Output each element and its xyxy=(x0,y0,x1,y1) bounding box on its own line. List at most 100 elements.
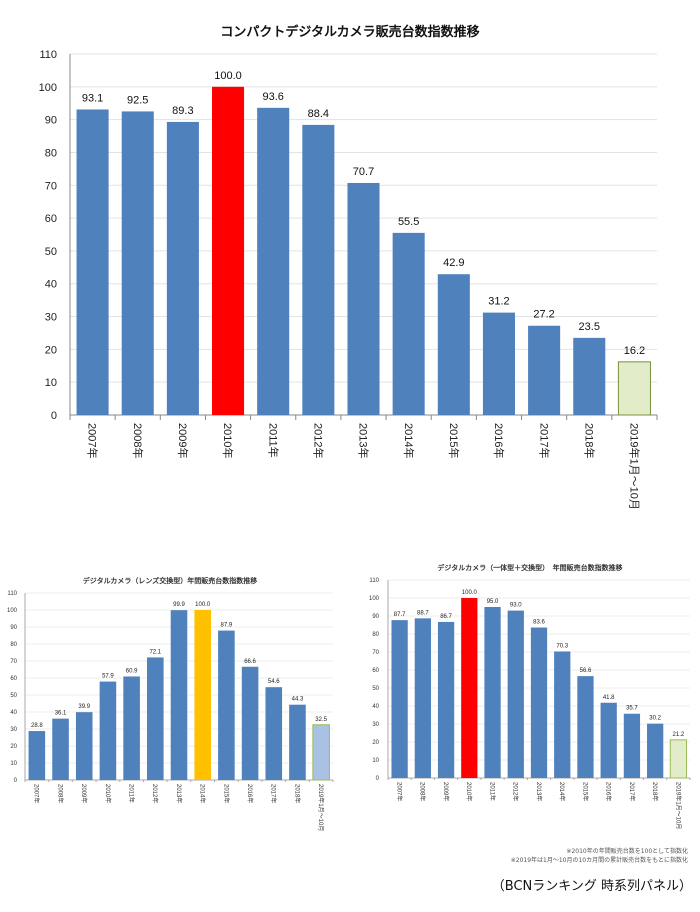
y-tick-label: 30 xyxy=(372,722,379,728)
bar xyxy=(623,713,641,778)
x-tick-label: 2013年 xyxy=(357,423,371,458)
data-label: 92.5 xyxy=(127,94,148,106)
y-tick-label: 60 xyxy=(372,668,379,674)
y-tick-label: 80 xyxy=(372,632,379,638)
y-tick-label: 80 xyxy=(10,642,17,648)
x-tick-label: 2009年 xyxy=(442,782,450,801)
bar xyxy=(554,651,571,778)
x-tick-label: 2012年 xyxy=(512,782,520,801)
x-tick-label: 2015年 xyxy=(581,782,589,801)
bar xyxy=(507,610,524,778)
chart-title: デジタルカメラ（レンズ交換型）年間販売台数指数推移 xyxy=(83,576,258,585)
y-tick-label: 70 xyxy=(10,659,17,665)
y-tick-label: 10 xyxy=(372,758,379,764)
bar xyxy=(617,361,651,416)
bar xyxy=(528,325,561,415)
x-tick-label: 2011年 xyxy=(128,784,136,803)
data-label: 31.2 xyxy=(488,296,509,308)
y-tick-label: 10 xyxy=(45,377,57,389)
x-tick-label: 2018年 xyxy=(293,784,301,803)
data-label: 28.8 xyxy=(31,723,43,729)
x-tick-label: 2019年1月～10月 xyxy=(674,782,682,829)
bar xyxy=(461,598,478,778)
y-tick-label: 40 xyxy=(10,710,17,716)
y-tick-label: 60 xyxy=(45,213,57,225)
bar xyxy=(484,607,501,778)
bar xyxy=(392,232,425,415)
data-label: 87.9 xyxy=(221,623,233,629)
x-tick-label: 2015年 xyxy=(222,784,230,803)
bar xyxy=(194,610,211,780)
bar xyxy=(147,657,164,780)
bar xyxy=(577,676,594,778)
y-tick-label: 100 xyxy=(369,596,380,602)
x-tick-label: 2016年 xyxy=(605,782,613,801)
data-label: 83.6 xyxy=(533,620,545,626)
bar xyxy=(257,107,290,416)
y-tick-label: 10 xyxy=(10,761,17,767)
x-tick-label: 2007年 xyxy=(33,784,41,803)
x-tick-label: 2012年 xyxy=(151,784,159,803)
y-tick-label: 70 xyxy=(45,180,57,192)
data-label: 23.5 xyxy=(579,321,600,333)
notes: ※2010年の年間販売台数を100として指数化 ※2019年は1月～10月の10… xyxy=(511,847,688,864)
x-tick-label: 2015年 xyxy=(447,423,461,458)
data-label: 93.6 xyxy=(262,91,283,103)
chart-title: デジタルカメラ（一体型＋交換型） 年間販売台数指数推移 xyxy=(437,563,622,572)
data-label: 89.3 xyxy=(172,105,193,117)
data-label: 54.6 xyxy=(268,679,280,685)
bar xyxy=(241,666,259,780)
x-tick-label: 2014年 xyxy=(558,782,566,801)
bar xyxy=(437,274,470,415)
chart-all-digital-camera: デジタルカメラ（一体型＋交換型） 年間販売台数指数推移 0 10 20 30 40 50 6… xyxy=(369,563,691,829)
x-tick-label: 2010年 xyxy=(221,423,235,458)
source-credit: （BCNランキング 時系列パネル） xyxy=(492,879,692,894)
bar xyxy=(289,704,306,780)
bar xyxy=(647,723,664,778)
x-tick-label: 2018年 xyxy=(651,782,659,801)
y-tick-label: 20 xyxy=(372,740,379,746)
y-tick-label: 30 xyxy=(10,727,17,733)
data-label: 72.1 xyxy=(149,649,161,655)
x-tick-label: 2010年 xyxy=(465,782,473,801)
x-tick-label: 2011年 xyxy=(488,782,496,801)
data-label: 100.0 xyxy=(195,602,211,608)
chart-compact-camera: コンパクトデジタルカメラ販売台数指数推移 0 10 20 30 40 50 60 70 80 90… xyxy=(39,24,658,510)
bar xyxy=(75,712,93,780)
y-tick-label: 50 xyxy=(45,246,57,258)
data-label: 88.4 xyxy=(308,108,329,120)
note-line: ※2019年は1月～10月の10カ月間の累計販売台数をもとに指数化 xyxy=(511,856,688,864)
data-label: 70.3 xyxy=(556,643,568,649)
y-tick-label: 20 xyxy=(10,744,17,750)
x-tick-label: 2011年 xyxy=(266,423,280,458)
data-label: 44.3 xyxy=(292,697,304,703)
y-tick-label: 50 xyxy=(10,693,17,699)
bar xyxy=(123,676,140,780)
x-tick-label: 2018年 xyxy=(582,423,596,458)
y-tick-label: 50 xyxy=(372,686,379,692)
y-tick-label: 80 xyxy=(45,147,57,159)
data-label: 39.9 xyxy=(78,704,90,710)
y-tick-label: 90 xyxy=(45,115,57,127)
y-tick-label: 100 xyxy=(7,608,18,614)
data-label: 93.1 xyxy=(82,92,103,104)
data-label: 42.9 xyxy=(443,257,464,269)
bar xyxy=(265,687,283,780)
bar xyxy=(312,724,330,781)
x-tick-label: 2014年 xyxy=(199,784,207,803)
y-tick-label: 0 xyxy=(51,410,57,422)
y-tick-label: 20 xyxy=(45,344,57,356)
data-label: 56.6 xyxy=(580,668,592,674)
chart-interchangeable-lens-camera: デジタルカメラ（レンズ交換型）年間販売台数指数推移 0 10 20 30 40 50 60 7… xyxy=(7,576,334,831)
bar xyxy=(121,111,154,415)
x-tick-label: 2016年 xyxy=(492,423,506,458)
data-label: 55.5 xyxy=(398,216,419,228)
x-tick-label: 2012年 xyxy=(311,423,325,458)
bar xyxy=(573,337,606,415)
bar xyxy=(600,702,617,778)
bar xyxy=(76,109,109,415)
data-label: 86.7 xyxy=(440,614,452,620)
data-label: 60.9 xyxy=(126,668,138,674)
x-tick-label: 2017年 xyxy=(270,784,278,803)
y-tick-label: 110 xyxy=(39,49,57,61)
